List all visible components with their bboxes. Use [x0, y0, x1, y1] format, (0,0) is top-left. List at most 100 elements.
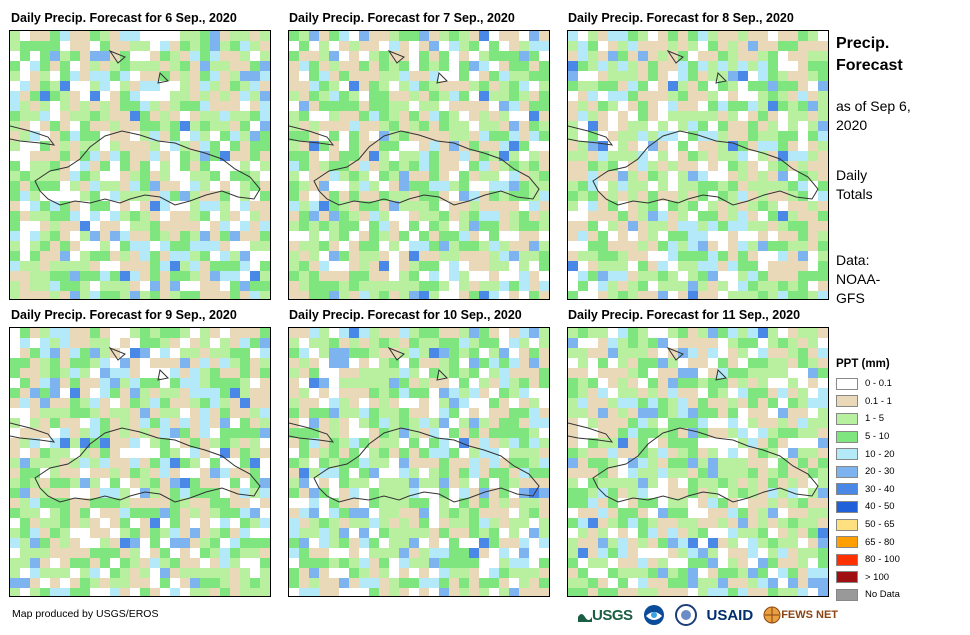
precip-cell [140, 91, 150, 101]
precip-cell [519, 141, 529, 151]
precip-cell [628, 578, 638, 588]
precip-cell [230, 71, 240, 81]
precip-cell [100, 51, 110, 61]
precip-cell [309, 358, 319, 368]
precip-cell [678, 131, 688, 141]
precip-cell [499, 271, 509, 281]
precip-cell [80, 191, 90, 201]
precip-cell [339, 271, 349, 281]
precip-cell [718, 368, 728, 378]
precip-cell [200, 221, 210, 231]
precip-cell [299, 191, 309, 201]
precip-cell [469, 171, 479, 181]
precip-cell [10, 291, 20, 299]
precip-cell [419, 51, 429, 61]
precip-cell [568, 518, 578, 528]
precip-cell [70, 538, 80, 548]
precip-cell [220, 251, 230, 261]
precip-cell [798, 111, 808, 121]
precip-cell [708, 71, 718, 81]
precip-cell [778, 81, 788, 91]
precip-cell [449, 488, 459, 498]
precip-cell [668, 271, 678, 281]
precip-cell [628, 71, 638, 81]
precip-cell [379, 568, 389, 578]
precip-cell [509, 578, 519, 588]
precip-cell [309, 211, 319, 221]
precip-cell [808, 251, 818, 261]
precip-cell [240, 221, 250, 231]
precip-cell [309, 151, 319, 161]
precip-cell [529, 281, 539, 291]
precip-cell [160, 171, 170, 181]
precip-cell [698, 251, 708, 261]
precip-cell [359, 221, 369, 231]
precip-cell [210, 181, 220, 191]
precip-cell [728, 231, 738, 241]
precip-cell [578, 378, 588, 388]
precip-cell [140, 378, 150, 388]
precip-cell [200, 141, 210, 151]
precip-cell [160, 478, 170, 488]
precip-cell [758, 488, 768, 498]
precip-cell [260, 418, 270, 428]
precip-cell [329, 41, 339, 51]
precip-cell [20, 548, 30, 558]
precip-cell [339, 338, 349, 348]
precip-cell [509, 458, 519, 468]
precip-cell [598, 281, 608, 291]
precip-cell [439, 271, 449, 281]
precip-cell [788, 398, 798, 408]
precip-cell [658, 101, 668, 111]
precip-cell [349, 398, 359, 408]
precip-cell [190, 478, 200, 488]
precip-cell [210, 418, 220, 428]
precip-cell [758, 518, 768, 528]
precip-cell [90, 211, 100, 221]
precip-cell [170, 398, 180, 408]
precip-cell [100, 161, 110, 171]
precip-cell [359, 191, 369, 201]
precip-cell [489, 61, 499, 71]
precip-cell [40, 81, 50, 91]
precip-cell [240, 171, 250, 181]
precip-cell [449, 358, 459, 368]
precip-cell [718, 568, 728, 578]
precip-cell [539, 388, 549, 398]
precip-cell [389, 81, 399, 91]
precip-cell [349, 338, 359, 348]
precip-cell [349, 488, 359, 498]
precip-cell [578, 358, 588, 368]
precip-cell [808, 201, 818, 211]
precip-cell [668, 121, 678, 131]
precip-cell [728, 448, 738, 458]
precip-cell [150, 31, 160, 41]
precip-cell [160, 191, 170, 201]
precip-cell [250, 578, 260, 588]
precip-cell [698, 468, 708, 478]
precip-cell [598, 171, 608, 181]
precip-cell [529, 578, 539, 588]
precip-cell [678, 241, 688, 251]
precip-cell [479, 141, 489, 151]
precip-cell [598, 408, 608, 418]
precip-cell [758, 281, 768, 291]
precip-cell [349, 131, 359, 141]
forecast-map-1 [9, 30, 271, 300]
precip-cell [768, 458, 778, 468]
precip-cell [728, 271, 738, 281]
precip-cell [289, 328, 299, 338]
precip-cell [509, 211, 519, 221]
precip-cell [90, 328, 100, 338]
precip-cell [748, 348, 758, 358]
precip-cell [250, 428, 260, 438]
precip-cell [638, 538, 648, 548]
precip-cell [379, 448, 389, 458]
precip-cell [140, 398, 150, 408]
precip-cell [509, 141, 519, 151]
precip-cell [319, 181, 329, 191]
precip-cell [808, 51, 818, 61]
precip-cell [10, 398, 20, 408]
precip-cell [668, 41, 678, 51]
precip-cell [60, 538, 70, 548]
